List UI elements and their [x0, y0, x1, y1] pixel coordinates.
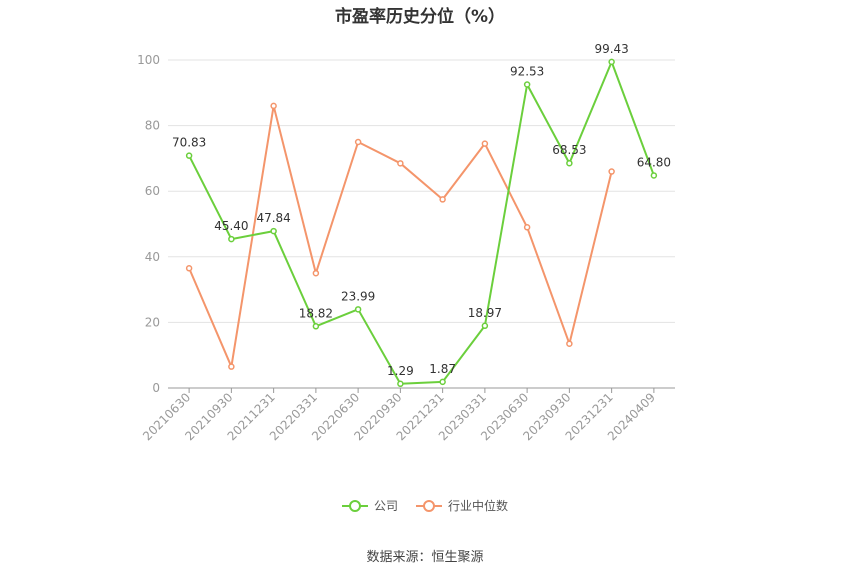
y-tick-label: 0 [152, 381, 160, 395]
data-point-company [228, 235, 235, 243]
line-chart: 0204060801002021063020210930202112312022… [137, 42, 675, 443]
y-tick-label: 20 [145, 315, 160, 329]
legend-marker-industry-median [416, 499, 442, 512]
data-label: 18.97 [468, 306, 502, 320]
data-point-industry-median [523, 224, 531, 231]
data-label: 68.53 [552, 143, 586, 157]
data-point-company [312, 323, 320, 330]
data-label: 23.99 [341, 289, 375, 303]
data-label: 47.84 [256, 211, 290, 225]
legend-label-company: 公司 [373, 499, 398, 513]
data-point-company [481, 322, 489, 330]
data-point-company [354, 306, 362, 313]
data-point-industry-median [397, 160, 404, 167]
legend-label-industry-median: 行业中位数 [448, 499, 509, 513]
data-point-company [397, 380, 404, 388]
legend-marker-company [341, 499, 368, 512]
data-point-industry-median [439, 196, 446, 203]
data-point-company [523, 81, 531, 88]
data-point-company [439, 378, 446, 386]
data-label: 70.83 [172, 136, 206, 150]
data-point-company [608, 58, 615, 66]
data-point-company [650, 172, 658, 179]
data-label: 92.53 [510, 65, 544, 79]
data-point-industry-median [566, 340, 573, 347]
data-point-industry-median [270, 102, 277, 110]
data-point-company [566, 159, 573, 167]
y-tick-label: 100 [137, 53, 160, 67]
data-point-industry-median [228, 363, 235, 370]
data-label: 45.40 [214, 219, 248, 233]
legend: 公司 行业中位数 [0, 497, 850, 514]
data-label: 1.29 [387, 364, 414, 378]
series-line-industry-median [188, 104, 613, 368]
data-point-industry-median [185, 265, 193, 272]
data-label: 64.80 [637, 155, 671, 169]
legend-item-industry-median[interactable]: 行业中位数 [416, 497, 508, 514]
data-point-company [185, 152, 193, 159]
data-label: 18.82 [299, 306, 333, 320]
data-point-industry-median [608, 168, 615, 175]
legend-item-company[interactable]: 公司 [341, 497, 398, 514]
data-point-industry-median [481, 140, 489, 147]
data-point-company [270, 227, 277, 235]
chart-title: 市盈率历史分位（%） [334, 7, 506, 27]
data-label: 99.43 [594, 42, 628, 56]
data-point-industry-median [354, 138, 362, 146]
y-tick-label: 80 [145, 119, 160, 133]
y-tick-label: 40 [145, 250, 160, 264]
data-label: 1.87 [429, 362, 456, 376]
y-tick-label: 60 [145, 184, 160, 198]
data-point-industry-median [312, 269, 320, 277]
data-source: 数据来源：恒生聚源 [366, 550, 484, 565]
series-line-company [188, 60, 655, 385]
